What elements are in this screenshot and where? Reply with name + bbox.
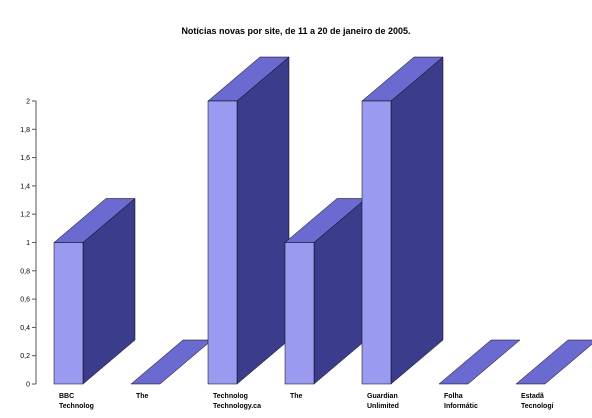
bars [53,56,592,385]
bar [361,56,444,385]
x-tick-label-line: BBC [59,393,74,400]
x-tick-label-line: Technolog [59,403,94,410]
bar-front-face [207,100,238,385]
bar-side-face [236,56,290,385]
y-tick-label: 1,8 [20,127,30,134]
x-tick-label-line: The [136,393,149,400]
x-tick-label-line: The [290,393,303,400]
y-tick-label: 0,4 [20,325,30,332]
x-tick-label-line: Tecnologi [521,403,554,410]
bar-zero-slab [515,339,592,385]
x-tick-label: The [136,393,149,400]
y-tick-label: 1,4 [20,183,30,190]
bar [438,339,521,385]
bar-zero-slab [438,339,521,385]
y-axis-ticks: 0 0,2 0,4 0,6 0,8 1 1,2 1,4 1,6 1,8 2 [20,99,36,389]
y-tick-label: 1 [26,240,30,247]
y-tick-label: 0 [26,382,30,389]
y-tick-label: 1,2 [20,212,30,219]
x-tick-label: Guardian Unlimited [367,393,399,410]
x-tick-label: BBC Technolog [59,393,94,410]
y-tick-label: 0,8 [20,268,30,275]
bar-side-face [390,56,444,385]
x-tick-label-line: Folha [444,393,463,400]
bar [284,197,367,385]
bar-front-face [53,242,84,385]
x-tick-label-line: Informátic [444,403,478,410]
x-tick-label: Technolog Technology.ca [213,393,261,410]
y-tick-label: 2 [26,99,30,106]
bar [130,339,213,385]
x-tick-label: Folha Informátic [444,393,478,410]
bar [207,56,290,385]
x-axis-labels: BBC Technolog The Technolog Technology.ca The… [59,393,554,410]
x-tick-label: The [290,393,303,400]
x-tick-label-line: Unlimited [367,403,399,410]
x-tick-label-line: Technolog [213,393,248,400]
bar-front-face [361,100,392,385]
y-tick-label: 0,6 [20,297,30,304]
bar-zero-slab [130,339,213,385]
chart-title: Notícias novas por site, de 11 a 20 de j… [181,26,410,36]
y-tick-label: 1,6 [20,155,30,162]
bar [515,339,592,385]
bar [53,197,136,385]
bar-front-face [284,242,315,385]
x-tick-label-line: Estadã [521,393,544,400]
x-tick-label-line: Technology.ca [213,403,261,410]
x-tick-label-line: Guardian [367,393,398,400]
y-tick-label: 0,2 [20,353,30,360]
x-tick-label: Estadã Tecnologi [521,393,554,410]
